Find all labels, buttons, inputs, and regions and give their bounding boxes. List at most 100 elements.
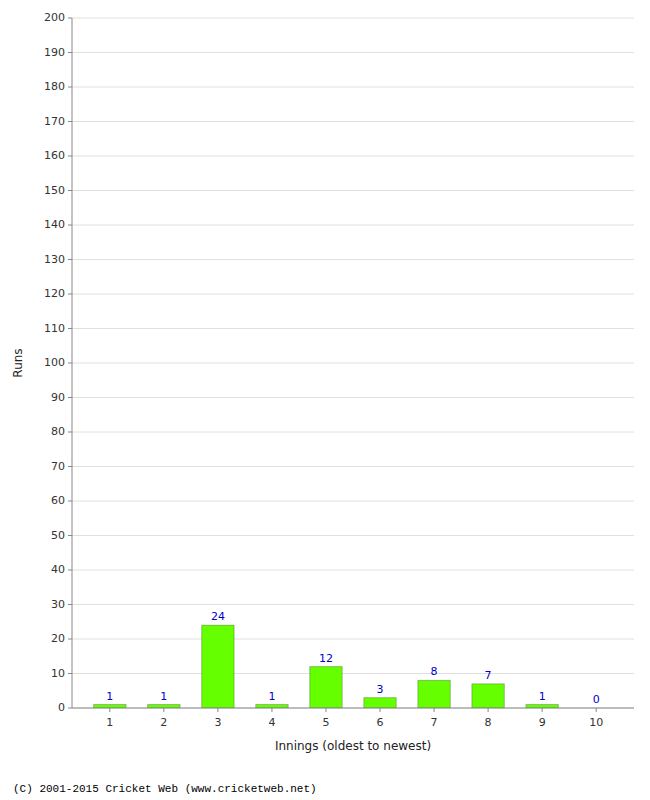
y-tick-label: 100 bbox=[44, 356, 65, 369]
x-tick bbox=[542, 708, 543, 712]
x-tick bbox=[380, 708, 381, 712]
y-tick-label: 160 bbox=[44, 149, 65, 162]
x-tick-label: 4 bbox=[268, 716, 275, 729]
x-tick bbox=[109, 708, 110, 712]
x-axis: 12345678910 bbox=[72, 708, 634, 729]
bar bbox=[472, 684, 504, 708]
bar bbox=[202, 625, 234, 708]
grid bbox=[72, 18, 634, 708]
bar bbox=[148, 705, 180, 708]
y-tick-label: 60 bbox=[51, 494, 65, 507]
grid-line bbox=[72, 328, 634, 329]
grid-line bbox=[72, 259, 634, 260]
y-axis-label: Runs bbox=[11, 348, 25, 377]
grid-line bbox=[72, 156, 634, 157]
data-label: 1 bbox=[106, 690, 113, 703]
y-tick bbox=[68, 432, 72, 433]
y-axis-line bbox=[72, 18, 73, 708]
x-tick-label: 6 bbox=[377, 716, 384, 729]
bar bbox=[94, 705, 126, 708]
grid-line bbox=[72, 466, 634, 467]
y-tick-label: 150 bbox=[44, 184, 65, 197]
y-tick-label: 70 bbox=[51, 460, 65, 473]
grid-line bbox=[72, 121, 634, 122]
y-tick bbox=[68, 121, 72, 122]
data-label: 0 bbox=[593, 693, 600, 706]
grid-line bbox=[72, 190, 634, 191]
y-tick-label: 90 bbox=[51, 391, 65, 404]
grid-line bbox=[72, 87, 634, 88]
y-tick bbox=[68, 397, 72, 398]
y-tick bbox=[68, 673, 72, 674]
y-tick bbox=[68, 501, 72, 502]
y-tick-label: 200 bbox=[44, 11, 65, 24]
grid-line bbox=[72, 225, 634, 226]
bar bbox=[310, 667, 342, 708]
y-tick bbox=[68, 639, 72, 640]
bar bbox=[526, 705, 558, 708]
y-tick-label: 190 bbox=[44, 46, 65, 59]
y-tick bbox=[68, 156, 72, 157]
bar bbox=[364, 698, 396, 708]
data-label: 3 bbox=[377, 683, 384, 696]
x-tick bbox=[325, 708, 326, 712]
y-tick-label: 170 bbox=[44, 115, 65, 128]
footer: (C) 2001-2015 Cricket Web (www.cricketwe… bbox=[13, 783, 317, 795]
x-axis-label: Innings (oldest to newest) bbox=[275, 739, 431, 753]
x-tick-label: 10 bbox=[589, 716, 603, 729]
grid-line bbox=[72, 535, 634, 536]
grid-line bbox=[72, 52, 634, 53]
grid-line bbox=[72, 639, 634, 640]
y-tick bbox=[68, 225, 72, 226]
grid-line bbox=[72, 570, 634, 571]
grid-line bbox=[72, 708, 634, 709]
y-tick-label: 50 bbox=[51, 529, 65, 542]
x-tick-label: 9 bbox=[539, 716, 546, 729]
x-tick bbox=[163, 708, 164, 712]
x-tick bbox=[488, 708, 489, 712]
x-tick bbox=[217, 708, 218, 712]
y-tick bbox=[68, 328, 72, 329]
y-tick-label: 120 bbox=[44, 287, 65, 300]
x-tick-label: 8 bbox=[485, 716, 492, 729]
bar bbox=[418, 680, 450, 708]
chart: 0102030405060708090100110120130140150160… bbox=[0, 0, 650, 800]
x-tick bbox=[271, 708, 272, 712]
data-label: 8 bbox=[431, 665, 438, 678]
y-tick bbox=[68, 190, 72, 191]
x-tick-label: 3 bbox=[214, 716, 221, 729]
y-tick bbox=[68, 259, 72, 260]
grid-line bbox=[72, 432, 634, 433]
x-axis-line bbox=[72, 708, 634, 709]
bars bbox=[94, 625, 559, 708]
y-tick bbox=[68, 52, 72, 53]
x-tick-label: 5 bbox=[322, 716, 329, 729]
data-label: 7 bbox=[485, 669, 492, 682]
y-tick bbox=[68, 708, 72, 709]
x-tick bbox=[596, 708, 597, 712]
x-tick-label: 1 bbox=[106, 716, 113, 729]
y-tick bbox=[68, 18, 72, 19]
y-tick-label: 40 bbox=[51, 563, 65, 576]
y-tick-label: 140 bbox=[44, 218, 65, 231]
y-tick-label: 0 bbox=[58, 701, 65, 714]
data-labels: 112411238710 bbox=[106, 610, 599, 706]
bar bbox=[256, 705, 288, 708]
y-tick bbox=[68, 363, 72, 364]
grid-line bbox=[72, 397, 634, 398]
y-tick bbox=[68, 535, 72, 536]
y-tick-label: 80 bbox=[51, 425, 65, 438]
grid-line bbox=[72, 294, 634, 295]
y-tick bbox=[68, 294, 72, 295]
y-tick bbox=[68, 570, 72, 571]
y-tick bbox=[68, 604, 72, 605]
x-tick-label: 2 bbox=[160, 716, 167, 729]
data-label: 12 bbox=[319, 652, 333, 665]
y-tick-label: 30 bbox=[51, 598, 65, 611]
y-tick-label: 10 bbox=[51, 667, 65, 680]
grid-line bbox=[72, 18, 634, 19]
y-tick-label: 180 bbox=[44, 80, 65, 93]
data-label: 1 bbox=[539, 690, 546, 703]
y-tick-label: 130 bbox=[44, 253, 65, 266]
grid-line bbox=[72, 673, 634, 674]
